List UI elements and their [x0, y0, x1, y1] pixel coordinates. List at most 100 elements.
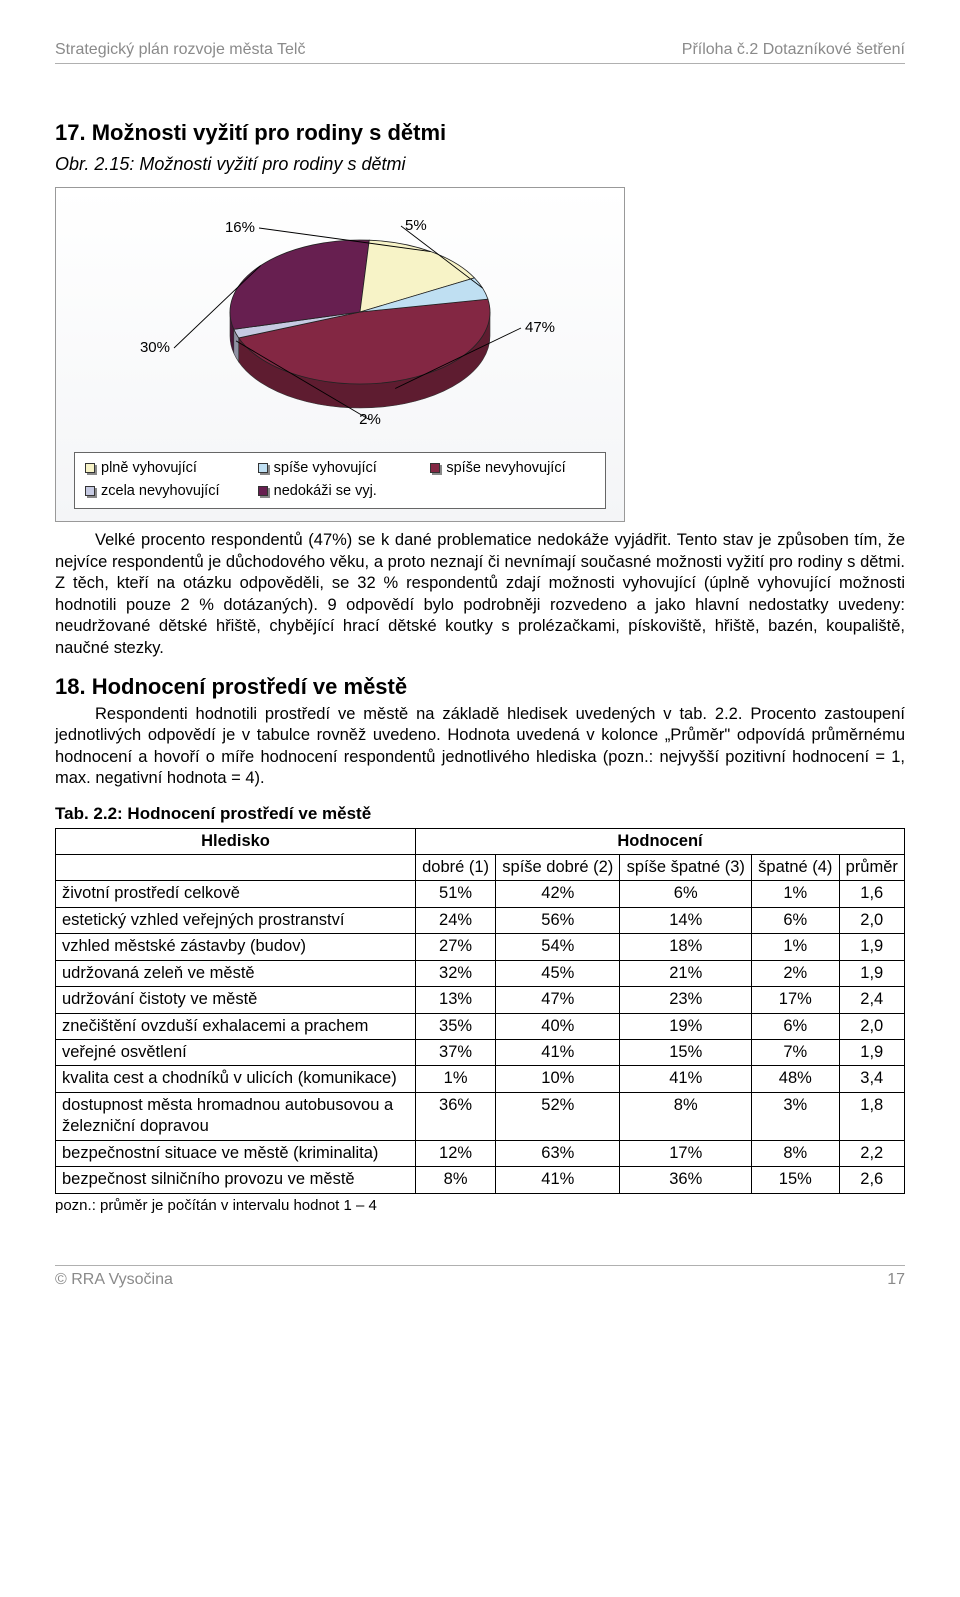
legend-item: spíše nevyhovující	[430, 459, 595, 478]
table-cell: 2,0	[839, 907, 904, 933]
table-row-label: veřejné osvětlení	[56, 1040, 416, 1066]
table-cell: 6%	[620, 881, 752, 907]
table-subheader-cell: spíše dobré (2)	[496, 854, 620, 880]
table-cell: 12%	[416, 1140, 496, 1166]
table-row-label: udržování čistoty ve městě	[56, 987, 416, 1013]
table-row-label: vzhled městské zástavby (budov)	[56, 934, 416, 960]
legend-label: zcela nevyhovující	[101, 482, 219, 501]
table-cell: 54%	[496, 934, 620, 960]
table-row-label: znečištění ovzduší exhalacemi a prachem	[56, 1013, 416, 1039]
table-cell: 23%	[620, 987, 752, 1013]
table-cell: 13%	[416, 987, 496, 1013]
table-cell: 47%	[496, 987, 620, 1013]
table-cell: 8%	[620, 1092, 752, 1140]
legend-label: spíše nevyhovující	[446, 459, 565, 478]
table-subheader-cell: spíše špatné (3)	[620, 854, 752, 880]
th-hodnoceni: Hodnocení	[416, 828, 905, 854]
table-row: bezpečnost silničního provozu ve městě8%…	[56, 1167, 905, 1193]
table-cell: 51%	[416, 881, 496, 907]
legend-item: nedokáži se vyj.	[258, 482, 423, 501]
table-row-label: estetický vzhled veřejných prostranství	[56, 907, 416, 933]
table-row: estetický vzhled veřejných prostranství 2…	[56, 907, 905, 933]
table-subheader-cell: špatné (4)	[752, 854, 840, 880]
section-18-paragraph: Respondenti hodnotili prostředí ve městě…	[55, 704, 905, 790]
table-row: udržovaná zeleň ve městě32%45%21%2%1,9	[56, 960, 905, 986]
table-cell: 1%	[416, 1066, 496, 1092]
table-note: pozn.: průměr je počítán v intervalu hod…	[55, 1196, 905, 1216]
legend-item: zcela nevyhovující	[85, 482, 250, 501]
table-cell: 6%	[752, 1013, 840, 1039]
table-cell: 2,0	[839, 1013, 904, 1039]
table-cell: 41%	[620, 1066, 752, 1092]
table-cell: 1,6	[839, 881, 904, 907]
table-cell: 1,8	[839, 1092, 904, 1140]
header-right: Příloha č.2 Dotazníkové šetření	[682, 40, 905, 61]
table-cell: 1%	[752, 934, 840, 960]
legend-label: plně vyhovující	[101, 459, 197, 478]
table-row: kvalita cest a chodníků v ulicích (komun…	[56, 1066, 905, 1092]
table-cell: 17%	[752, 987, 840, 1013]
table-cell: 32%	[416, 960, 496, 986]
section-18-title: 18. Hodnocení prostředí ve městě	[55, 673, 905, 702]
figure-caption: Obr. 2.15: Možnosti vyžití pro rodiny s …	[55, 153, 905, 176]
table-row-label: bezpečnostní situace ve městě (kriminali…	[56, 1140, 416, 1166]
table-cell: 56%	[496, 907, 620, 933]
table-cell: 36%	[620, 1167, 752, 1193]
table-cell: 42%	[496, 881, 620, 907]
table-caption: Tab. 2.2: Hodnocení prostředí ve městě	[55, 803, 905, 825]
section-17-title: 17. Možnosti vyžití pro rodiny s dětmi	[55, 119, 905, 148]
page-footer: © RRA Vysočina 17	[55, 1265, 905, 1291]
pie-chart: 47% 2% 30% 16% 5%	[70, 202, 610, 442]
table-cell: 21%	[620, 960, 752, 986]
table-cell: 40%	[496, 1013, 620, 1039]
section-17-paragraph: Velké procento respondentů (47%) se k da…	[55, 530, 905, 659]
table-row-label: kvalita cest a chodníků v ulicích (komun…	[56, 1066, 416, 1092]
svg-text:2%: 2%	[359, 411, 381, 428]
table-cell: 15%	[752, 1167, 840, 1193]
footer-right: 17	[887, 1270, 905, 1291]
table-cell: 1%	[752, 881, 840, 907]
page-header: Strategický plán rozvoje města Telč Příl…	[55, 40, 905, 64]
table-subheader-cell: dobré (1)	[416, 854, 496, 880]
table-row: veřejné osvětlení37%41%15%7%1,9	[56, 1040, 905, 1066]
table-cell: 2,6	[839, 1167, 904, 1193]
table-row-label: udržovaná zeleň ve městě	[56, 960, 416, 986]
table-cell: 1,9	[839, 960, 904, 986]
legend-label: spíše vyhovující	[274, 459, 377, 478]
table-cell: 41%	[496, 1040, 620, 1066]
table-subheader-cell: průměr	[839, 854, 904, 880]
svg-text:16%: 16%	[225, 219, 255, 236]
table-cell: 10%	[496, 1066, 620, 1092]
svg-text:47%: 47%	[525, 319, 555, 336]
table-cell: 15%	[620, 1040, 752, 1066]
table-cell: 3%	[752, 1092, 840, 1140]
table-cell: 8%	[752, 1140, 840, 1166]
table-cell: 63%	[496, 1140, 620, 1166]
svg-text:5%: 5%	[405, 217, 427, 234]
table-row: vzhled městské zástavby (budov)27%54%18%…	[56, 934, 905, 960]
table-cell: 2,2	[839, 1140, 904, 1166]
table-cell: 45%	[496, 960, 620, 986]
table-cell: 36%	[416, 1092, 496, 1140]
table-cell: 27%	[416, 934, 496, 960]
table-cell: 1,9	[839, 1040, 904, 1066]
th-hledisko: Hledisko	[56, 828, 416, 854]
svg-text:30%: 30%	[140, 339, 170, 356]
table-cell: 2,4	[839, 987, 904, 1013]
table-cell: 48%	[752, 1066, 840, 1092]
table-cell: 1,9	[839, 934, 904, 960]
footer-left: © RRA Vysočina	[55, 1270, 173, 1291]
pie-legend: plně vyhovující spíše vyhovující spíše nev…	[74, 452, 606, 510]
table-row: životní prostředí celkově51%42%6%1%1,6	[56, 881, 905, 907]
table-cell: 18%	[620, 934, 752, 960]
table-row: znečištění ovzduší exhalacemi a prachem3…	[56, 1013, 905, 1039]
legend-label: nedokáži se vyj.	[274, 482, 377, 501]
table-row: udržování čistoty ve městě13%47%23%17%2,…	[56, 987, 905, 1013]
table-row-label: bezpečnost silničního provozu ve městě	[56, 1167, 416, 1193]
table-row: bezpečnostní situace ve městě (kriminali…	[56, 1140, 905, 1166]
header-left: Strategický plán rozvoje města Telč	[55, 40, 305, 61]
table-row: dostupnost města hromadnou autobusovou a…	[56, 1092, 905, 1140]
table-cell: 6%	[752, 907, 840, 933]
legend-item: spíše vyhovující	[258, 459, 423, 478]
table-cell: 8%	[416, 1167, 496, 1193]
